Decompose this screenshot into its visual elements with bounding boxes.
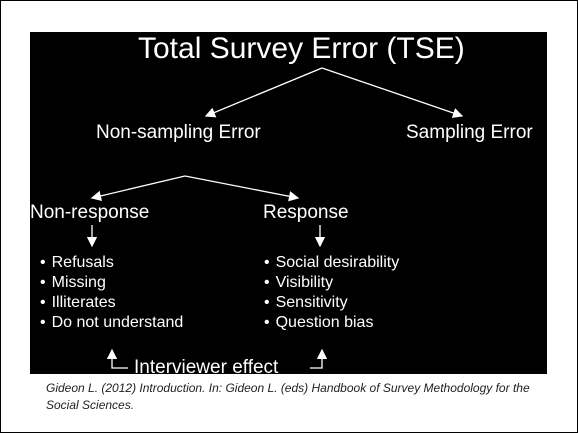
arrow-to-sampling (321, 67, 464, 118)
non-response-list: Refusals Missing Illiterates Do not unde… (40, 253, 184, 333)
list-item: Illiterates (40, 293, 183, 313)
list-item: Social desirability (264, 253, 400, 273)
list-item: Do not understand (40, 313, 184, 333)
citation-caption: Gideon L. (2012) Introduction. In: Gideo… (46, 381, 530, 412)
connector-lines (86, 67, 464, 369)
node-response: Response (263, 202, 349, 223)
arrow-to-response (184, 175, 300, 202)
list-item: Sensitivity (264, 293, 399, 313)
list-item: Missing (40, 273, 183, 293)
diagram-slide: Total Survey Error (TSE) Non-sampling Er… (30, 32, 547, 374)
list-item: Visibility (264, 273, 399, 293)
response-list: Social desirability Visibility Sensitivi… (264, 253, 400, 333)
list-item: Question bias (264, 313, 399, 333)
interviewer-effect-label: Interviewer effect (134, 357, 279, 374)
arrow-to-non-sampling (204, 67, 323, 118)
arrow-up-right (310, 348, 328, 369)
diagram-title: Total Survey Error (TSE) (138, 32, 465, 65)
node-non-response: Non-response (30, 202, 150, 223)
node-sampling-error: Sampling Error (406, 122, 533, 143)
arrow-up-left (106, 348, 128, 369)
node-non-sampling-error: Non-sampling Error (96, 122, 261, 143)
list-item: Refusals (40, 253, 183, 273)
arrow-to-non-response (90, 175, 186, 201)
